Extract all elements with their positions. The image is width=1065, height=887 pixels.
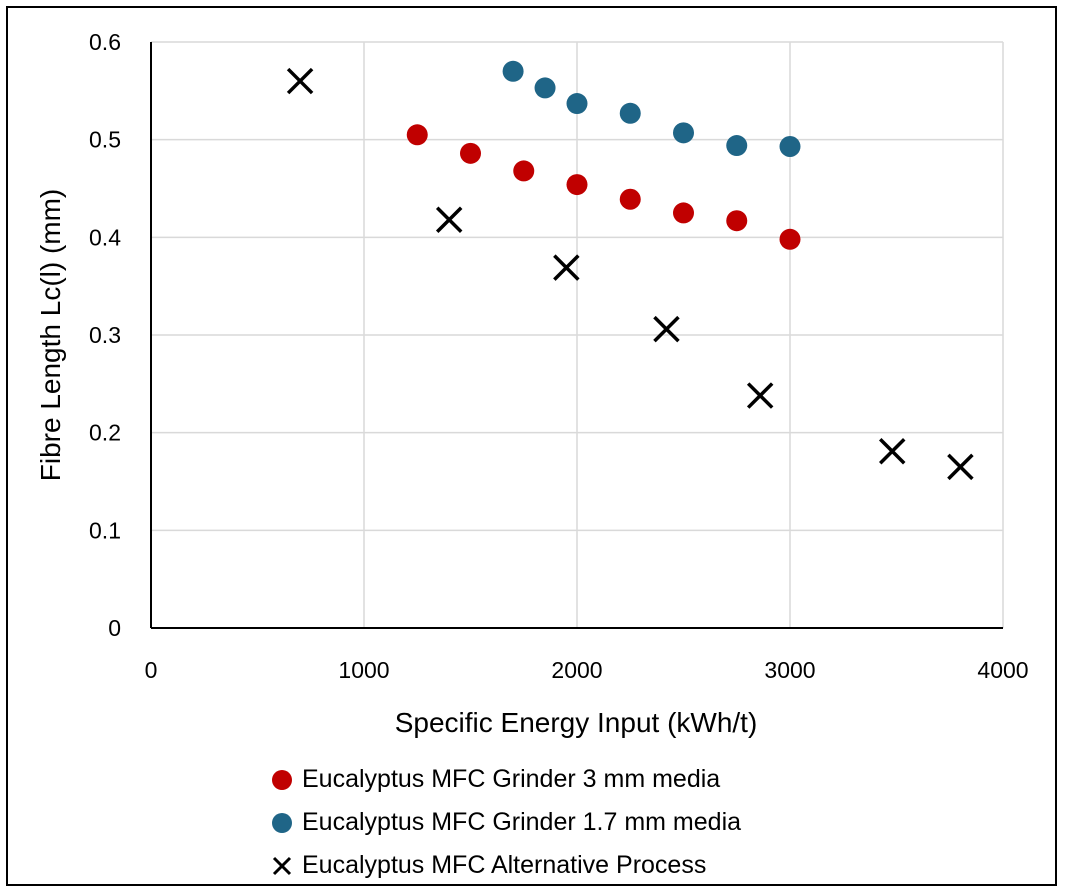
data-point-series-2 bbox=[653, 315, 680, 343]
data-point-series-2 bbox=[746, 382, 774, 409]
data-point-series-1 bbox=[502, 60, 524, 82]
data-point-series-0 bbox=[566, 174, 588, 196]
x-axis-title: Specific Energy Input (kWh/t) bbox=[395, 707, 758, 738]
data-point-series-2 bbox=[879, 437, 906, 465]
data-point-series-1 bbox=[566, 93, 588, 115]
x-tick-label: 1000 bbox=[338, 657, 389, 683]
legend-label: Eucalyptus MFC Grinder 1.7 mm media bbox=[302, 808, 742, 836]
y-tick-label: 0.6 bbox=[89, 29, 121, 55]
data-point-series-0 bbox=[673, 202, 694, 224]
data-points bbox=[286, 60, 974, 481]
x-tick-labels: 0 1000 2000 3000 4000 bbox=[145, 657, 1029, 683]
data-point-series-1 bbox=[673, 122, 694, 144]
y-axis-title: Fibre Length Lc(l) (mm) bbox=[35, 189, 66, 482]
scatter-chart: 0 1000 2000 3000 4000 0 0.1 0.2 0.3 0.4 0.5 0.6 Sp… bbox=[35, 29, 1029, 738]
data-point-series-0 bbox=[726, 210, 748, 232]
legend-item-alternative-process: Eucalyptus MFC Alternative Process bbox=[268, 844, 741, 887]
red-circle-icon bbox=[268, 766, 296, 794]
x-tick-label: 2000 bbox=[551, 657, 602, 683]
blue-circle-icon bbox=[268, 809, 296, 837]
data-point-series-1 bbox=[779, 136, 801, 158]
data-point-series-2 bbox=[435, 206, 463, 233]
data-point-series-1 bbox=[619, 102, 641, 124]
data-point-series-0 bbox=[513, 160, 535, 182]
data-point-series-2 bbox=[286, 67, 314, 95]
legend-item-grinder-3mm: Eucalyptus MFC Grinder 3 mm media bbox=[268, 758, 741, 801]
x-tick-label: 3000 bbox=[764, 657, 815, 683]
y-tick-label: 0.3 bbox=[89, 322, 121, 348]
data-point-series-0 bbox=[406, 124, 428, 146]
data-point-series-1 bbox=[726, 135, 748, 157]
legend-label: Eucalyptus MFC Alternative Process bbox=[302, 851, 707, 879]
data-point-series-0 bbox=[619, 188, 641, 210]
y-tick-label: 0.2 bbox=[89, 420, 121, 446]
x-mark-icon bbox=[268, 852, 296, 880]
gridlines bbox=[151, 41, 1004, 628]
y-tick-label: 0.4 bbox=[89, 224, 121, 250]
data-point-series-2 bbox=[553, 254, 580, 281]
axes bbox=[150, 42, 1003, 629]
x-tick-label: 0 bbox=[145, 657, 158, 683]
y-tick-label: 0.1 bbox=[89, 517, 121, 543]
data-point-series-2 bbox=[947, 453, 974, 481]
y-tick-labels: 0 0.1 0.2 0.3 0.4 0.5 0.6 bbox=[89, 29, 121, 641]
y-tick-label: 0.5 bbox=[89, 127, 121, 153]
x-tick-label: 4000 bbox=[977, 657, 1028, 683]
data-point-series-0 bbox=[460, 142, 481, 164]
data-point-series-0 bbox=[779, 228, 801, 250]
legend-item-grinder-1-7mm: Eucalyptus MFC Grinder 1.7 mm media bbox=[268, 801, 741, 844]
data-point-series-1 bbox=[534, 77, 556, 99]
legend: Eucalyptus MFC Grinder 3 mm media Eucaly… bbox=[268, 758, 741, 887]
y-tick-label: 0 bbox=[108, 615, 121, 641]
legend-label: Eucalyptus MFC Grinder 3 mm media bbox=[302, 765, 721, 793]
